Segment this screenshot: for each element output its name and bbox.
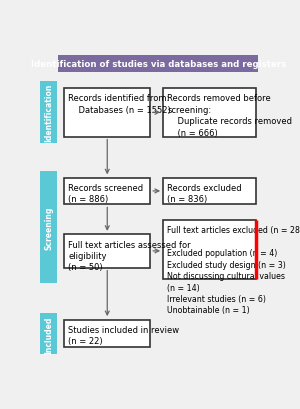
Text: Records removed before
screening:
    Duplicate records removed
    (n = 666): Records removed before screening: Duplic… <box>167 94 292 137</box>
FancyBboxPatch shape <box>163 221 256 279</box>
Text: Records screened
(n = 886): Records screened (n = 886) <box>68 183 143 204</box>
Text: Included: Included <box>44 315 53 353</box>
FancyBboxPatch shape <box>64 178 150 205</box>
Text: Screening: Screening <box>44 206 53 249</box>
Text: Full text articles assessed for
eligibility
(n = 50): Full text articles assessed for eligibil… <box>68 240 191 272</box>
Text: Identification: Identification <box>44 84 53 142</box>
FancyBboxPatch shape <box>58 55 258 73</box>
FancyBboxPatch shape <box>40 172 57 284</box>
FancyBboxPatch shape <box>163 178 256 205</box>
FancyBboxPatch shape <box>40 314 57 355</box>
FancyBboxPatch shape <box>40 82 57 144</box>
Text: Studies included in review
(n = 22): Studies included in review (n = 22) <box>68 325 179 345</box>
Text: Full text articles excluded (n = 28)

Excluded population (n = 4)
Excluded study: Full text articles excluded (n = 28) Exc… <box>167 226 300 315</box>
FancyBboxPatch shape <box>163 88 256 137</box>
Text: Records excluded
(n = 836): Records excluded (n = 836) <box>167 183 242 204</box>
Text: Identification of studies via databases and registers: Identification of studies via databases … <box>31 60 286 69</box>
FancyBboxPatch shape <box>64 320 150 347</box>
Text: Records identified from:
    Databases (n = 1552): Records identified from: Databases (n = … <box>68 94 171 115</box>
FancyBboxPatch shape <box>64 88 150 137</box>
FancyBboxPatch shape <box>64 235 150 268</box>
